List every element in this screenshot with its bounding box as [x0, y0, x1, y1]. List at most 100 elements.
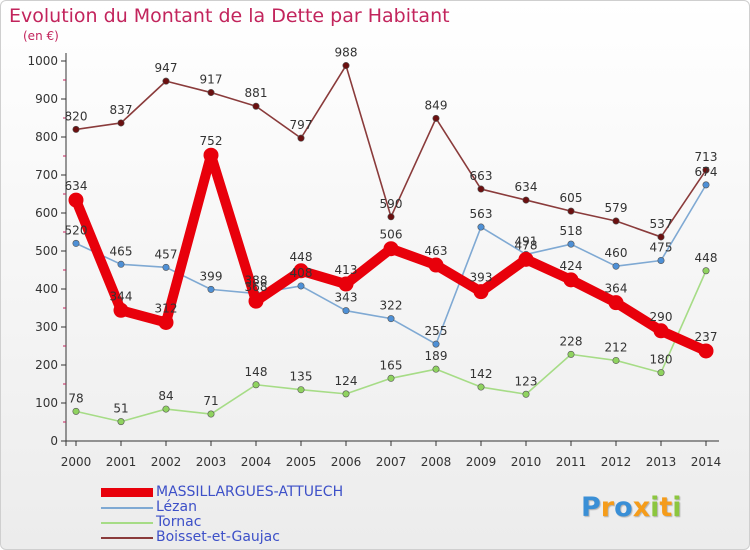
data-label: 478	[515, 238, 538, 252]
data-label: 228	[560, 334, 583, 348]
data-label: 148	[245, 365, 268, 379]
x-tick-label: 2001	[106, 455, 137, 469]
data-point	[207, 89, 215, 97]
x-tick-label: 2011	[556, 455, 587, 469]
data-point	[432, 114, 440, 122]
data-point	[522, 390, 530, 398]
data-point	[68, 192, 84, 208]
data-label: 820	[65, 109, 88, 123]
data-label: 388	[245, 274, 268, 288]
logo-letter: i	[672, 492, 682, 523]
data-label: 634	[65, 179, 88, 193]
data-point	[473, 284, 489, 300]
data-label: 290	[650, 310, 673, 324]
data-label: 399	[200, 269, 223, 283]
x-tick-label: 2005	[286, 455, 317, 469]
data-point	[117, 119, 125, 127]
data-point	[252, 381, 260, 389]
data-point	[428, 257, 444, 273]
y-tick-label: 300	[35, 320, 58, 334]
data-label: 988	[335, 46, 358, 60]
data-label: 344	[110, 289, 133, 303]
data-label: 491	[515, 234, 538, 248]
data-label: 312	[155, 301, 178, 315]
data-point	[293, 263, 309, 279]
data-label: 84	[158, 389, 173, 403]
legend-swatch	[101, 537, 153, 539]
x-tick-label: 2000	[61, 455, 92, 469]
data-label: 189	[425, 349, 448, 363]
data-point	[608, 295, 624, 311]
data-point	[522, 196, 530, 204]
logo-letter: P	[581, 492, 601, 523]
chart-title: Evolution du Montant de la Dette par Hab…	[9, 5, 450, 27]
data-point	[563, 272, 579, 288]
data-label: 752	[200, 134, 223, 148]
data-point	[612, 262, 620, 270]
data-point	[477, 223, 485, 231]
data-point	[248, 293, 264, 309]
data-point	[252, 102, 260, 110]
data-point	[158, 314, 174, 330]
data-label: 917	[200, 73, 223, 87]
data-point	[657, 233, 665, 241]
data-label: 837	[110, 103, 133, 117]
data-label: 237	[695, 330, 718, 344]
legend-item: Tornac	[101, 515, 421, 530]
data-label: 322	[380, 299, 403, 313]
data-point	[342, 62, 350, 70]
y-tick-label: 0	[50, 434, 58, 448]
data-point	[117, 260, 125, 268]
data-label: 518	[560, 224, 583, 238]
data-point	[653, 323, 669, 339]
logo-letter: r	[600, 492, 615, 523]
data-label: 212	[605, 340, 628, 354]
data-label: 135	[290, 370, 313, 384]
data-label: 180	[650, 353, 673, 367]
logo-letter: o	[614, 492, 633, 523]
data-point	[338, 276, 354, 292]
logo-letter: i	[650, 492, 660, 523]
data-label: 448	[695, 251, 718, 265]
y-tick-label: 800	[35, 130, 58, 144]
data-label: 457	[155, 247, 178, 261]
data-point	[383, 241, 399, 257]
data-label: 460	[605, 246, 628, 260]
data-point	[387, 374, 395, 382]
data-label: 71	[203, 394, 218, 408]
logo-letter: t	[659, 492, 673, 523]
data-label: 563	[470, 207, 493, 221]
data-label: 393	[470, 271, 493, 285]
legend-label: Lézan	[156, 499, 197, 515]
legend-item: Boisset-et-Gaujac	[101, 530, 421, 545]
data-point	[207, 285, 215, 293]
data-point	[162, 405, 170, 413]
data-label: 465	[110, 244, 133, 258]
data-label: 448	[290, 250, 313, 264]
data-point	[612, 356, 620, 364]
data-label: 123	[515, 374, 538, 388]
data-point	[72, 239, 80, 247]
y-tick-label: 400	[35, 282, 58, 296]
data-label: 124	[335, 374, 358, 388]
legend-swatch	[101, 522, 153, 524]
x-tick-label: 2008	[421, 455, 452, 469]
legend-label: MASSILLARGUES-ATTUECH	[156, 484, 344, 500]
data-point	[203, 147, 219, 163]
x-tick-label: 2013	[646, 455, 677, 469]
data-point	[387, 213, 395, 221]
data-label: 142	[470, 367, 493, 381]
data-label: 506	[380, 228, 403, 242]
x-tick-label: 2014	[691, 455, 722, 469]
data-point	[702, 181, 710, 189]
legend-label: Boisset-et-Gaujac	[156, 529, 280, 545]
y-tick-label: 900	[35, 92, 58, 106]
data-point	[117, 418, 125, 426]
x-tick-label: 2010	[511, 455, 542, 469]
data-point	[297, 386, 305, 394]
data-point	[567, 350, 575, 358]
data-label: 78	[68, 391, 83, 405]
y-tick-label: 200	[35, 358, 58, 372]
